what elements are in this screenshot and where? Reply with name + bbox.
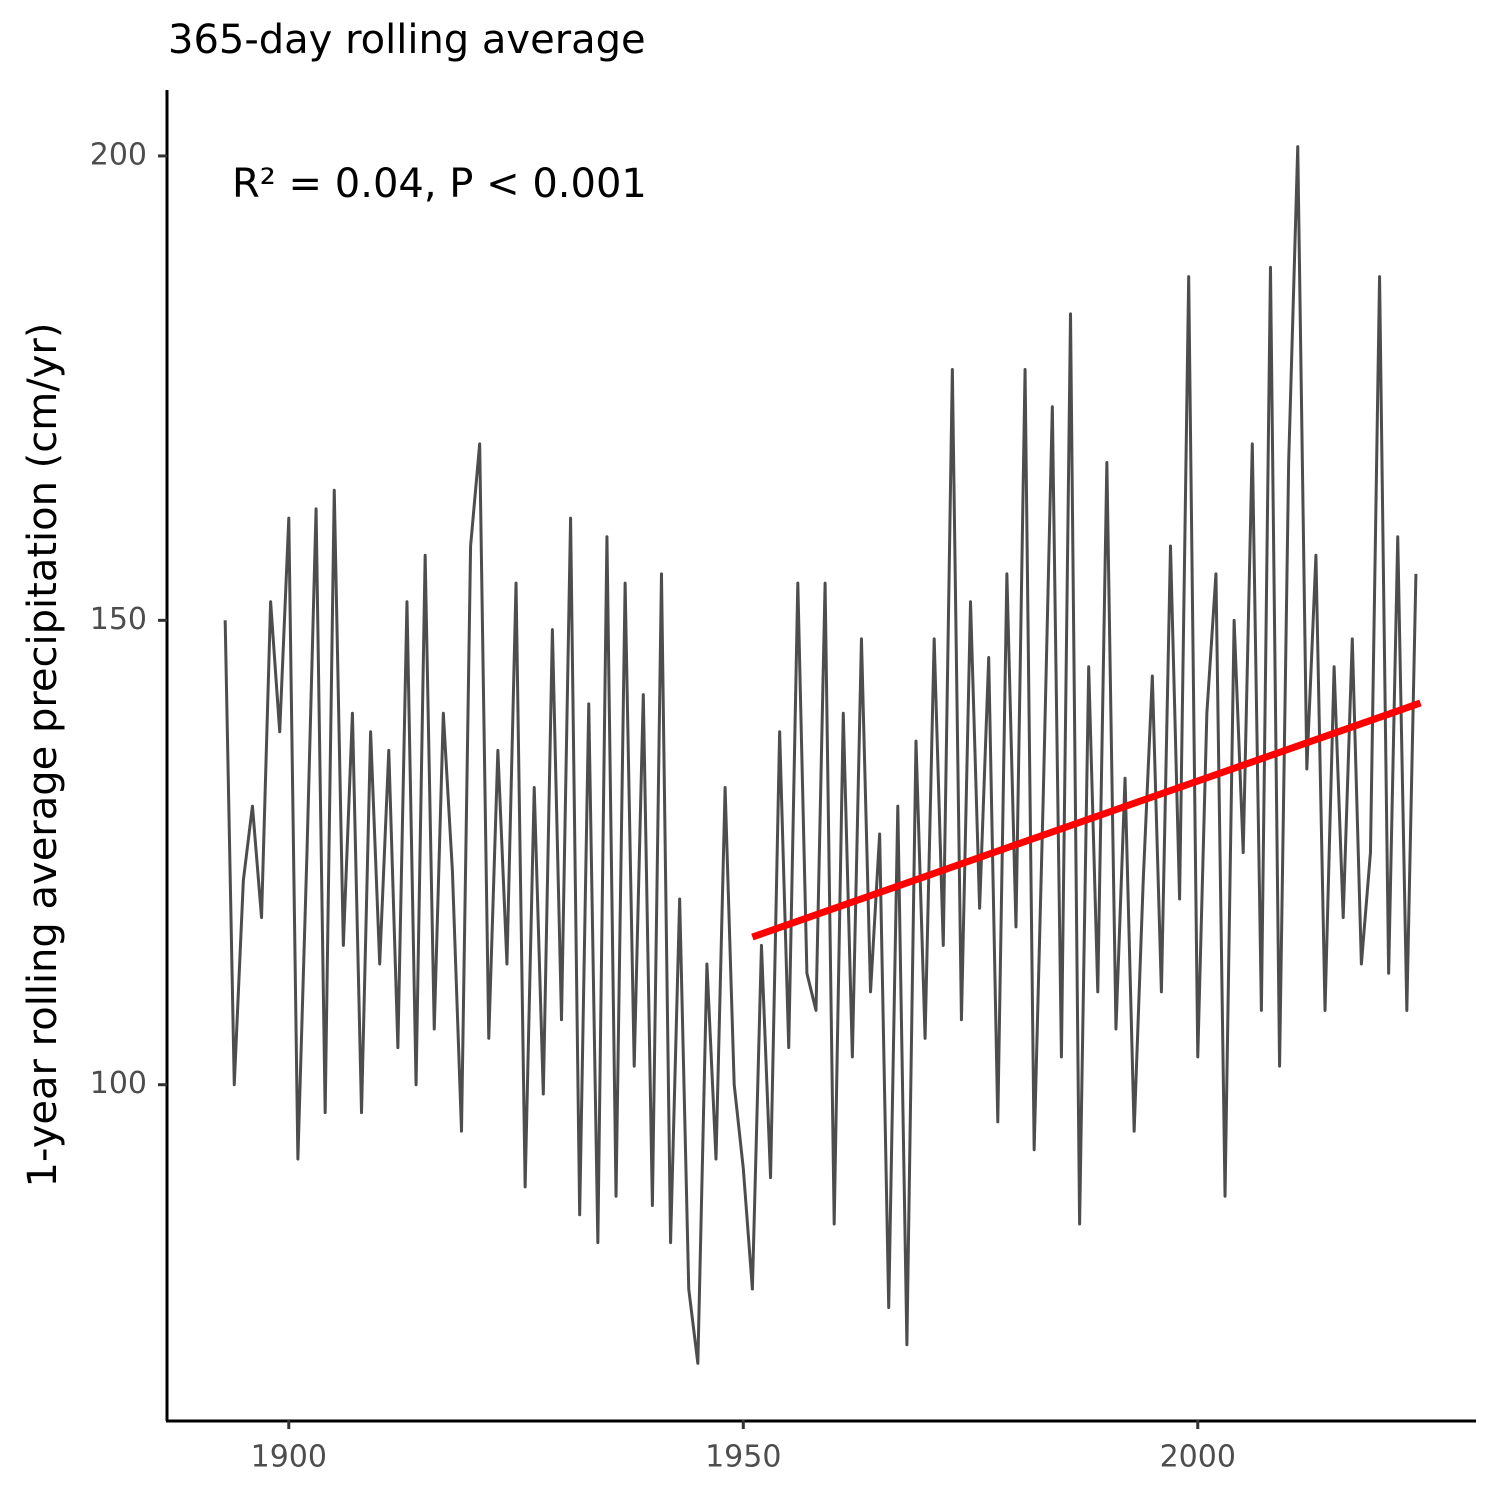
y-tick-label: 150 — [90, 602, 147, 637]
trend-line — [751, 699, 1422, 941]
chart-title: 365-day rolling average — [168, 17, 646, 63]
y-tick-label: 100 — [90, 1066, 147, 1101]
annotation: R² = 0.04, P < 0.001 — [232, 161, 647, 207]
x-tick-label: 1950 — [705, 1440, 781, 1475]
x-tick-label: 1900 — [251, 1440, 327, 1475]
y-tick-label: 200 — [90, 137, 147, 172]
x-tick-label: 2000 — [1160, 1440, 1236, 1475]
data-line — [223, 145, 1418, 1365]
y-axis-label: 1-year rolling average precipitation (cm… — [20, 323, 66, 1188]
